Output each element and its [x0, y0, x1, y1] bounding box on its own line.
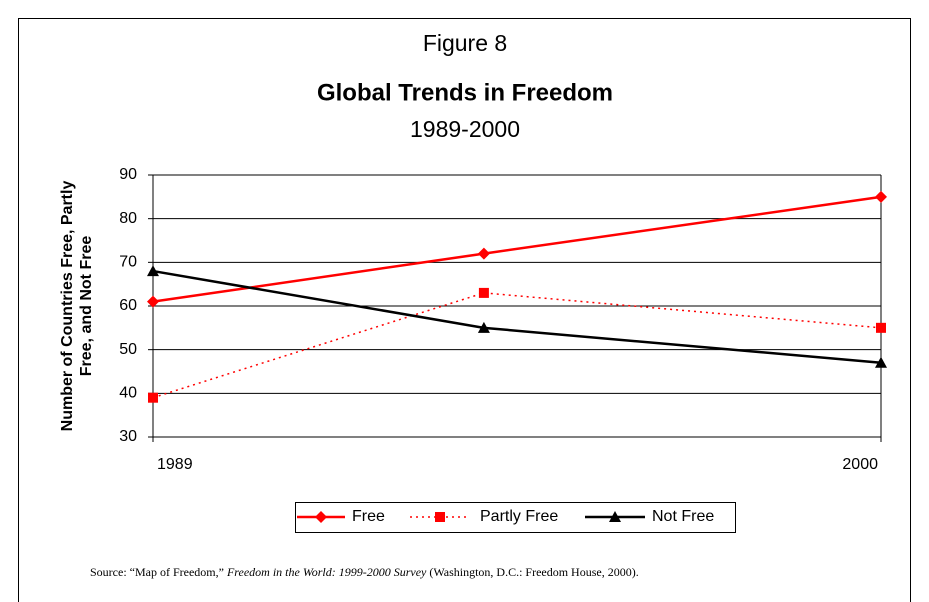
y-tick-label: 90	[119, 166, 137, 183]
data-point	[148, 392, 158, 403]
x-tick-label: 1989	[157, 456, 193, 473]
legend-marker	[609, 511, 621, 522]
data-point	[875, 356, 887, 368]
data-point	[147, 265, 159, 277]
data-point	[478, 287, 489, 298]
y-axis-label-line: Free, and Not Free	[78, 236, 95, 377]
source-part: (Washington, D.C.: Freedom House, 2000).	[426, 565, 638, 579]
y-tick-label: 40	[119, 385, 137, 402]
y-tick-label: 60	[119, 297, 137, 314]
x-tick-label: 2000	[842, 456, 878, 473]
legend-marker	[435, 512, 445, 522]
chart-subtitle: 1989-2000	[410, 116, 520, 142]
y-tick-label: 70	[119, 254, 137, 271]
data-point	[875, 190, 887, 203]
legend-label: Free	[352, 508, 385, 525]
y-tick-label: 80	[119, 210, 137, 227]
figure-label: Figure 8	[423, 30, 507, 56]
y-tick-label: 50	[119, 341, 137, 358]
source-part: Source: “Map of Freedom,”	[90, 565, 227, 579]
frame	[18, 18, 911, 602]
source-part: Freedom in the World: 1999-2000 Survey	[226, 565, 427, 579]
legend-marker	[315, 511, 327, 523]
legend-label: Not Free	[652, 508, 714, 525]
y-axis-label-line: Number of Countries Free, Partly	[59, 181, 76, 432]
y-axis-label: Number of Countries Free, Partly Free, a…	[59, 181, 95, 432]
data-point	[147, 295, 159, 308]
legend-label: Partly Free	[480, 508, 558, 525]
data-point	[477, 321, 490, 333]
series-line	[152, 195, 882, 303]
data-point	[876, 322, 886, 333]
data-point	[477, 247, 490, 260]
series-line	[152, 292, 882, 399]
legend	[295, 502, 736, 533]
chart-title: Global Trends in Freedom	[317, 79, 613, 106]
y-tick-label: 30	[119, 428, 137, 445]
source-note: Source: “Map of Freedom,” Freedom in the…	[90, 565, 639, 579]
